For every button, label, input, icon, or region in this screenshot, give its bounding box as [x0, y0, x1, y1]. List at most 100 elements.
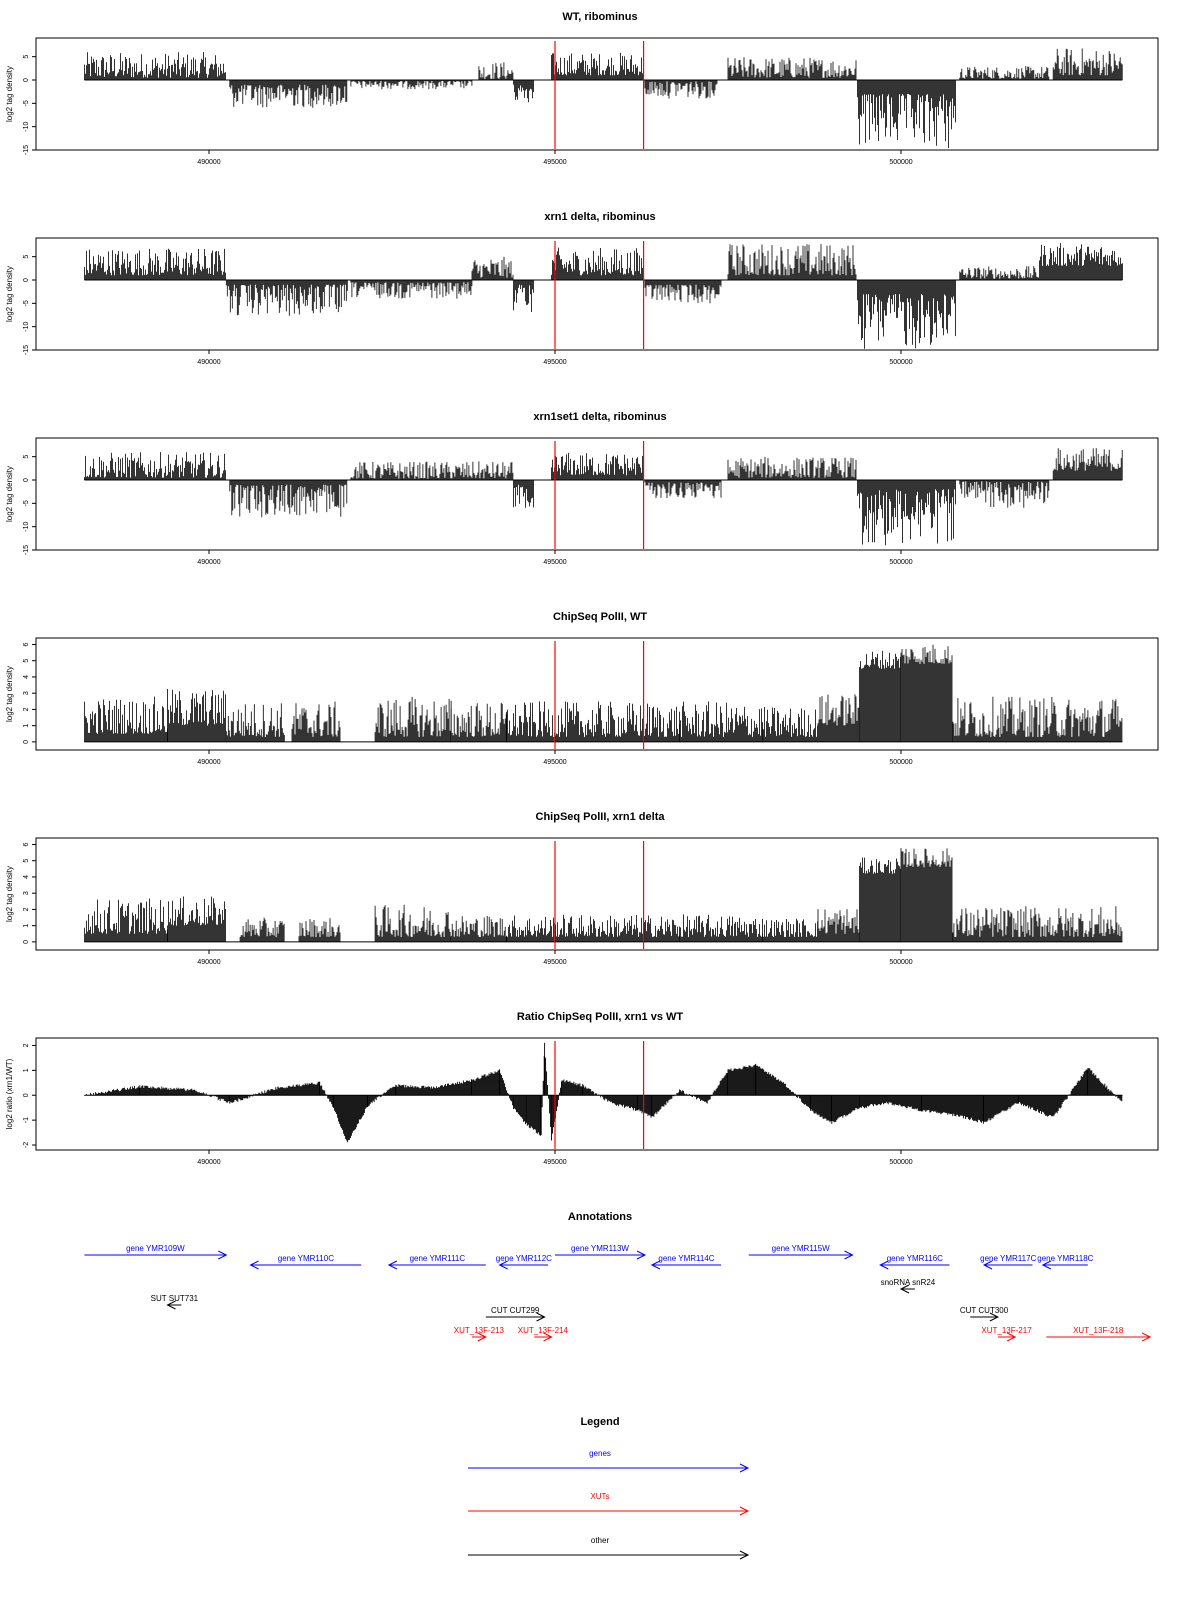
signal-bars	[679, 914, 763, 942]
signal-bars	[857, 480, 956, 546]
signal-segment	[84, 452, 226, 480]
y-axis-label: log2 tag density	[5, 466, 14, 522]
signal-bars	[859, 857, 901, 942]
signal-bars	[959, 266, 1040, 280]
legend-item: XUTs	[468, 1492, 750, 1516]
feature-label: snoRNA snR24	[881, 1278, 936, 1287]
x-tick-label: 500000	[889, 559, 912, 566]
x-tick-label: 500000	[889, 759, 912, 766]
y-tick-label: 5	[23, 659, 30, 663]
annotation-feature: gene YMR112C	[496, 1254, 552, 1270]
y-tick-label: 0	[23, 78, 30, 82]
signal-segment	[506, 914, 680, 942]
arrow-head-icon	[387, 1260, 398, 1270]
signal-bars	[229, 80, 348, 108]
signal-segment	[952, 906, 1123, 942]
annotation-feature: gene YMR111C	[387, 1254, 486, 1270]
signal-segment	[229, 480, 348, 518]
signal-segment	[84, 696, 168, 742]
signal-segment	[478, 62, 514, 80]
annotation-feature: gene YMR109W	[84, 1244, 228, 1260]
data-series	[84, 243, 1123, 349]
signal-bars	[727, 456, 857, 480]
y-tick-label: 3	[23, 691, 30, 695]
signal-segment	[551, 452, 644, 480]
feature-label: XUT_13F-214	[518, 1326, 569, 1335]
signal-segment	[679, 701, 763, 742]
chart-title: xrn1set1 delta, ribominus	[533, 411, 666, 423]
annotation-feature: gene YMR118C	[1037, 1254, 1094, 1270]
signal-bars	[900, 644, 953, 742]
y-tick-label: 0	[23, 940, 30, 944]
signal-bars	[644, 480, 722, 499]
signal-bars	[859, 650, 901, 742]
annotation-feature: snoRNA snR24	[881, 1278, 936, 1294]
signal-segment	[291, 701, 341, 742]
arrow-head-icon	[739, 1463, 750, 1473]
annotation-feature: XUT_13F-217	[981, 1326, 1032, 1342]
signal-segment	[859, 650, 901, 742]
signal-bars	[644, 80, 718, 99]
signal-bars	[857, 80, 956, 148]
signal-bars	[513, 80, 534, 103]
y-tick-label: -15	[23, 145, 30, 155]
signal-segment	[1039, 243, 1123, 280]
signal-bars	[1039, 243, 1123, 280]
chart-panel-4: ChipSeq PolII, WT 0 1 2 3 4 5 6 log2 tag density…	[5, 611, 1159, 766]
signal-segment	[167, 689, 226, 742]
feature-label: gene YMR110C	[278, 1254, 334, 1263]
signal-bars	[513, 280, 534, 312]
y-tick-label: 3	[23, 891, 30, 895]
signal-bars	[350, 80, 473, 90]
annotation-feature: XUT_13F-213	[454, 1326, 505, 1342]
arrow-head-icon	[498, 1260, 508, 1270]
signal-bars	[1052, 448, 1123, 480]
chart-panel-3: xrn1set1 delta, ribominus -15 -10 -5 0 5 log2 …	[5, 411, 1159, 566]
y-tick-label: 5	[23, 859, 30, 863]
arrow-head-icon	[1041, 1260, 1052, 1270]
y-axis-label: log2 tag density	[5, 866, 14, 922]
y-tick-label: -5	[23, 100, 30, 106]
arrow-head-icon	[739, 1506, 750, 1516]
signal-bars	[551, 52, 644, 80]
legend-label: other	[591, 1536, 610, 1545]
plot-frame	[35, 637, 1159, 751]
signal-bars	[513, 480, 534, 508]
signal-segment	[900, 644, 953, 742]
feature-label: XUT_13F-213	[454, 1326, 505, 1335]
chart-title: Ratio ChipSeq PolII, xrn1 vs WT	[517, 1011, 684, 1023]
feature-label: gene YMR116C	[887, 1254, 943, 1263]
signal-segment	[513, 480, 534, 508]
feature-label: CUT CUT300	[960, 1306, 1009, 1315]
y-tick-label: -2	[23, 1142, 30, 1148]
signal-segment	[952, 696, 1123, 742]
y-tick-label: 0	[23, 278, 30, 282]
y-tick-label: -10	[23, 322, 30, 332]
y-tick-label: 2	[23, 707, 30, 711]
feature-label: XUT_13F-217	[981, 1326, 1032, 1335]
signal-segment	[644, 480, 722, 499]
arrow-head-icon	[982, 1260, 993, 1270]
signal-bars	[817, 909, 860, 942]
arrow-head-icon	[899, 1284, 910, 1294]
arrow-head-icon	[739, 1550, 750, 1560]
signal-segment	[84, 52, 226, 80]
signal-bars	[84, 248, 226, 280]
x-tick-label: 495000	[543, 359, 566, 366]
plot-frame	[35, 1037, 1159, 1151]
x-tick-label: 490000	[197, 759, 220, 766]
x-tick-label: 490000	[197, 559, 220, 566]
feature-label: gene YMR113W	[571, 1244, 629, 1253]
signal-segment	[959, 66, 1050, 80]
arrow-head-icon	[536, 1312, 546, 1322]
signal-segment	[450, 702, 507, 742]
chart-title: xrn1 delta, ribominus	[544, 211, 655, 223]
signal-segment	[374, 696, 452, 742]
annotation-feature: gene YMR114C	[650, 1254, 722, 1270]
plot-frame	[35, 37, 1159, 151]
arrow-head-icon	[249, 1260, 259, 1270]
signal-segment	[727, 244, 857, 280]
signal-segment	[857, 80, 956, 148]
arrow-head-icon	[543, 1332, 553, 1342]
